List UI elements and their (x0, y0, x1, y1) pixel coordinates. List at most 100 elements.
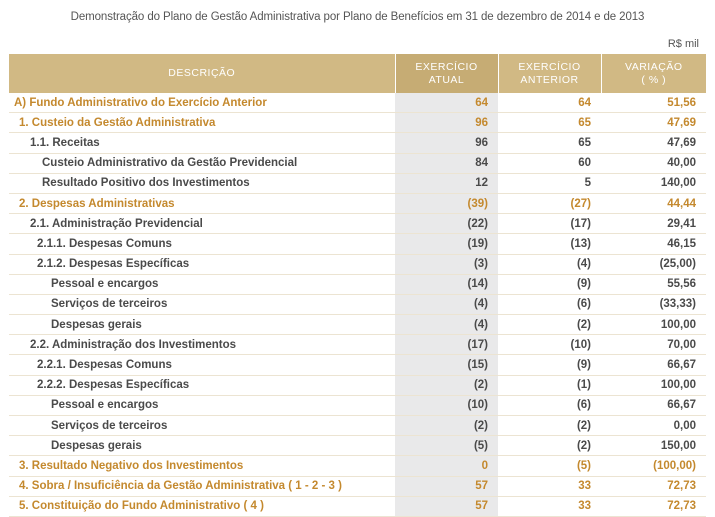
row-description: 2. Despesas Administrativas (9, 193, 395, 215)
table-header: DESCRIÇÃO EXERCÍCIO ATUAL EXERCÍCIO ANTERI… (9, 54, 706, 93)
row-exercicio-anterior: 65 (498, 132, 601, 154)
row-description: 2.2. Administração dos Investimentos (9, 334, 395, 356)
table-row: 1.1. Receitas 96 65 47,69 (9, 132, 706, 154)
row-variacao: 70,00 (601, 334, 706, 356)
row-description: 1. Custeio da Gestão Administrativa (9, 112, 395, 134)
row-exercicio-anterior: 5 (498, 173, 601, 194)
row-exercicio-anterior: (27) (498, 193, 601, 215)
row-variacao: 140,00 (601, 173, 706, 194)
row-variacao: 55,56 (601, 274, 706, 295)
row-variacao: 66,67 (601, 354, 706, 376)
row-exercicio-atual: (10) (395, 395, 498, 417)
row-description: 1.1. Receitas (9, 132, 395, 154)
row-description: 2.1. Administração Previdencial (9, 213, 395, 235)
row-exercicio-anterior: (9) (498, 354, 601, 376)
row-exercicio-atual: 0 (395, 455, 498, 477)
table-row: Resultado Positivo dos Investimentos 12 5 1… (9, 173, 706, 194)
row-variacao: 40,00 (601, 153, 706, 174)
table-row: 1. Custeio da Gestão Administrativa 96 65 4… (9, 112, 706, 134)
table-row: 2.1.1. Despesas Comuns (19) (13) 46,15 (9, 233, 706, 255)
row-exercicio-atual: (14) (395, 274, 498, 295)
row-description: 2.2.2. Despesas Específicas (9, 375, 395, 396)
table-row: 5. Constituição do Fundo Administrativo … (9, 496, 706, 517)
table-row: 3. Resultado Negativo dos Investimentos 0… (9, 455, 706, 477)
row-exercicio-anterior: 60 (498, 153, 601, 174)
table-row: Custeio Administrativo da Gestão Previde… (9, 153, 706, 174)
row-description: Serviços de terceiros (9, 294, 395, 316)
table-row: Despesas gerais (5) (2) 150,00 (9, 435, 706, 457)
table-row: 2.2.1. Despesas Comuns (15) (9) 66,67 (9, 354, 706, 376)
row-variacao: 0,00 (601, 415, 706, 437)
table-row: 4. Sobra / Insuficiência da Gestão Admin… (9, 476, 706, 497)
header-descricao: DESCRIÇÃO (9, 54, 395, 93)
row-exercicio-anterior: (2) (498, 314, 601, 336)
table-body: A) Fundo Administrativo do Exercício Ant… (9, 93, 706, 517)
report-title: Demonstração do Plano de Gestão Administ… (70, 11, 645, 23)
table-row: 2.2. Administração dos Investimentos (17)… (9, 334, 706, 356)
row-description: 2.2.1. Despesas Comuns (9, 354, 395, 376)
row-variacao: (100,00) (601, 455, 706, 477)
row-exercicio-anterior: (1) (498, 375, 601, 396)
row-exercicio-atual: (3) (395, 254, 498, 275)
row-exercicio-atual: 57 (395, 496, 498, 517)
row-exercicio-atual: (17) (395, 334, 498, 356)
row-exercicio-anterior: 33 (498, 476, 601, 497)
header-exercicio-anterior: EXERCÍCIO ANTERIOR (497, 54, 601, 93)
row-variacao: (33,33) (601, 294, 706, 316)
row-variacao: 100,00 (601, 375, 706, 396)
row-variacao: 29,41 (601, 213, 706, 235)
row-exercicio-anterior: (17) (498, 213, 601, 235)
row-exercicio-atual: 64 (395, 93, 498, 114)
row-description: 2.1.1. Despesas Comuns (9, 233, 395, 255)
row-description: A) Fundo Administrativo do Exercício Ant… (9, 93, 395, 114)
table-row: Despesas gerais (4) (2) 100,00 (9, 314, 706, 336)
row-description: 4. Sobra / Insuficiência da Gestão Admin… (9, 476, 395, 497)
row-exercicio-anterior: (13) (498, 233, 601, 255)
row-description: Custeio Administrativo da Gestão Previde… (9, 153, 395, 174)
row-variacao: 72,73 (601, 476, 706, 497)
row-exercicio-atual: (2) (395, 415, 498, 437)
row-variacao: 44,44 (601, 193, 706, 215)
row-exercicio-anterior: (2) (498, 415, 601, 437)
table-row: Pessoal e encargos (10) (6) 66,67 (9, 395, 706, 417)
row-exercicio-atual: (2) (395, 375, 498, 396)
row-exercicio-anterior: (4) (498, 254, 601, 275)
header-exercicio-atual: EXERCÍCIO ATUAL (394, 54, 498, 93)
table-row: 2.1.2. Despesas Específicas (3) (4) (25,00) (9, 254, 706, 275)
row-description: Serviços de terceiros (9, 415, 395, 437)
table-row: Serviços de terceiros (2) (2) 0,00 (9, 415, 706, 437)
row-exercicio-atual: (22) (395, 213, 498, 235)
row-description: Pessoal e encargos (9, 395, 395, 417)
table-row: 2.2.2. Despesas Específicas (2) (1) 100,00 (9, 375, 706, 396)
row-description: 5. Constituição do Fundo Administrativo … (9, 496, 395, 517)
row-description: Resultado Positivo dos Investimentos (9, 173, 395, 194)
row-exercicio-anterior: (10) (498, 334, 601, 356)
row-exercicio-anterior: (6) (498, 395, 601, 417)
row-exercicio-atual: (15) (395, 354, 498, 376)
row-description: 3. Resultado Negativo dos Investimentos (9, 455, 395, 477)
row-exercicio-atual: (4) (395, 314, 498, 336)
row-description: Despesas gerais (9, 314, 395, 336)
row-exercicio-anterior: 64 (498, 93, 601, 114)
row-variacao: 66,67 (601, 395, 706, 417)
row-exercicio-atual: 96 (395, 132, 498, 154)
row-description: Pessoal e encargos (9, 274, 395, 295)
row-exercicio-atual: (4) (395, 294, 498, 316)
table-row: 2.1. Administração Previdencial (22) (17) 2… (9, 213, 706, 235)
row-variacao: 150,00 (601, 435, 706, 457)
row-description: 2.1.2. Despesas Específicas (9, 254, 395, 275)
row-exercicio-anterior: (5) (498, 455, 601, 477)
row-description: Despesas gerais (9, 435, 395, 457)
table-row: Pessoal e encargos (14) (9) 55,56 (9, 274, 706, 295)
table-row: A) Fundo Administrativo do Exercício Ant… (9, 93, 706, 114)
table-row: 2. Despesas Administrativas (39) (27) 44,44 (9, 193, 706, 215)
row-exercicio-anterior: 33 (498, 496, 601, 517)
header-variacao: VARIAÇÃO( % ) (600, 54, 706, 93)
row-variacao: 100,00 (601, 314, 706, 336)
row-variacao: 47,69 (601, 112, 706, 134)
table-row: Serviços de terceiros (4) (6) (33,33) (9, 294, 706, 316)
row-exercicio-anterior: (2) (498, 435, 601, 457)
row-exercicio-atual: 12 (395, 173, 498, 194)
row-exercicio-atual: (39) (395, 193, 498, 215)
row-exercicio-anterior: 65 (498, 112, 601, 134)
